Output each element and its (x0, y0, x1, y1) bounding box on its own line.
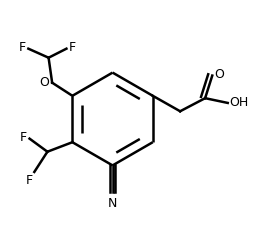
Text: F: F (26, 174, 33, 187)
Text: OH: OH (230, 96, 249, 109)
Text: F: F (20, 131, 27, 144)
Text: F: F (69, 41, 76, 55)
Text: N: N (108, 197, 117, 210)
Text: O: O (215, 68, 225, 81)
Text: O: O (39, 76, 49, 89)
Text: F: F (19, 41, 26, 55)
